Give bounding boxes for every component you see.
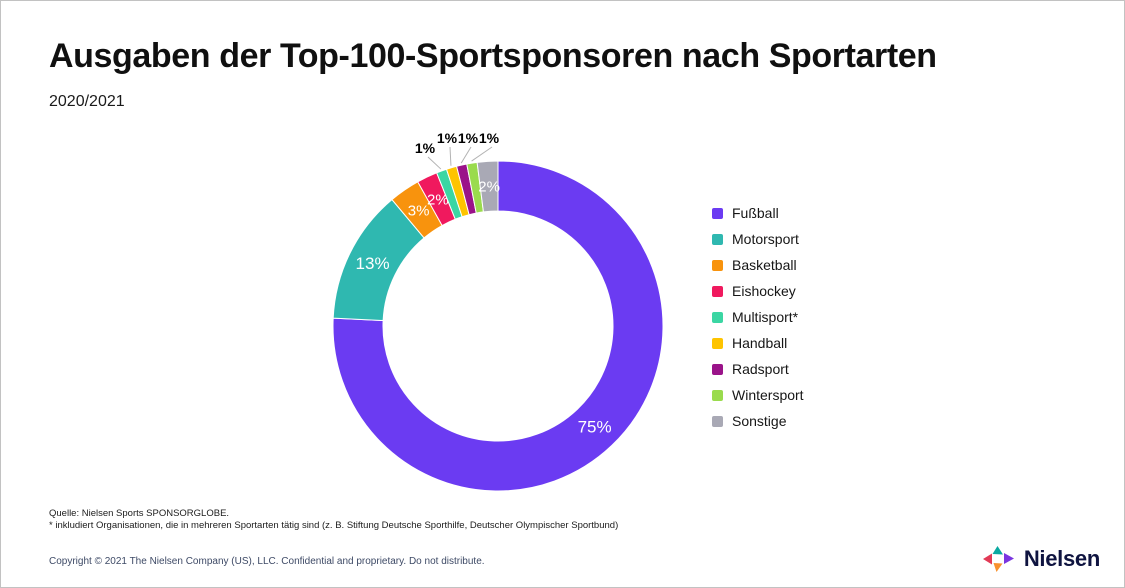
slice-label-outside: 1%	[458, 130, 479, 146]
slice-label-inside: 13%	[356, 254, 390, 273]
legend-label: Multisport*	[732, 309, 799, 325]
legend-item-motorsport: Motorsport	[712, 226, 804, 252]
source-line: Quelle: Nielsen Sports SPONSORGLOBE.	[49, 508, 230, 519]
legend-item-sonstige: Sonstige	[712, 408, 804, 434]
legend-swatch	[712, 285, 723, 297]
legend-item-wintersport: Wintersport	[712, 382, 804, 408]
legend-item-multisport: Multisport*	[712, 304, 804, 330]
slice-label-inside: 2%	[427, 192, 449, 209]
legend-label: Handball	[732, 335, 788, 351]
legend-label: Fußball	[732, 205, 779, 221]
slice-label-outside: 1%	[437, 130, 458, 146]
donut-chart: 75% 13% 3% 2% 1% 1% 1% 1% 2%	[298, 126, 698, 526]
donut-chart-svg: 75%13%3%2%1%1% 1% 1%2%	[332, 130, 664, 492]
source-note: Quelle: Nielsen Sports SPONSORGLOBE. * i…	[49, 508, 618, 531]
legend-item-handball: Handball	[712, 330, 804, 356]
logo-triangle	[993, 563, 1003, 572]
footnote-line: * inkludiert Organisationen, die in mehr…	[49, 519, 619, 531]
legend-item-basketball: Basketball	[712, 252, 804, 278]
chart-legend: Fußball Motorsport Basketball Eishockey Mult…	[712, 200, 804, 434]
legend-item-radsport: Radsport	[712, 356, 804, 382]
legend-swatch	[712, 259, 723, 271]
slice-label-inside: 3%	[408, 203, 430, 220]
slice-label-inside: 2%	[478, 178, 500, 195]
slice-label-inside: 75%	[578, 417, 612, 436]
slice-label-outside: 1%	[479, 130, 500, 146]
legend-swatch	[712, 207, 723, 219]
nielsen-logo-icon	[982, 546, 1014, 572]
legend-swatch	[712, 415, 723, 427]
legend-swatch	[712, 389, 723, 401]
label-connector-line	[471, 146, 493, 162]
slice-label-outside: 1%	[415, 140, 436, 156]
legend-label: Wintersport	[732, 387, 804, 403]
copyright-text: Copyright © 2021 The Nielsen Company (US…	[49, 556, 485, 567]
legend-label: Motorsport	[732, 231, 799, 247]
legend-swatch	[712, 233, 723, 245]
legend-swatch	[712, 363, 723, 375]
donut-slice-fuball	[332, 160, 664, 492]
legend-label: Radsport	[732, 361, 789, 377]
logo-triangle	[1003, 553, 1014, 564]
legend-item-fuball: Fußball	[712, 200, 804, 226]
legend-label: Basketball	[732, 257, 797, 273]
donut-slice-sonstige	[476, 160, 499, 213]
nielsen-wordmark: Nielsen	[1023, 546, 1100, 571]
legend-swatch	[712, 337, 723, 349]
legend-item-eishockey: Eishockey	[712, 278, 804, 304]
legend-label: Eishockey	[732, 283, 796, 299]
label-connector-line	[427, 156, 442, 170]
legend-swatch	[712, 311, 723, 323]
label-connector-line	[460, 146, 472, 164]
nielsen-logo: Nielsen	[982, 546, 1100, 572]
logo-triangle	[982, 553, 992, 565]
label-connector-line	[449, 146, 452, 166]
page-title: Ausgaben der Top-100-Sportsponsoren nach…	[49, 37, 937, 75]
page-subtitle: 2020/2021	[49, 93, 125, 110]
legend-label: Sonstige	[732, 413, 787, 429]
logo-triangle	[992, 546, 1003, 555]
